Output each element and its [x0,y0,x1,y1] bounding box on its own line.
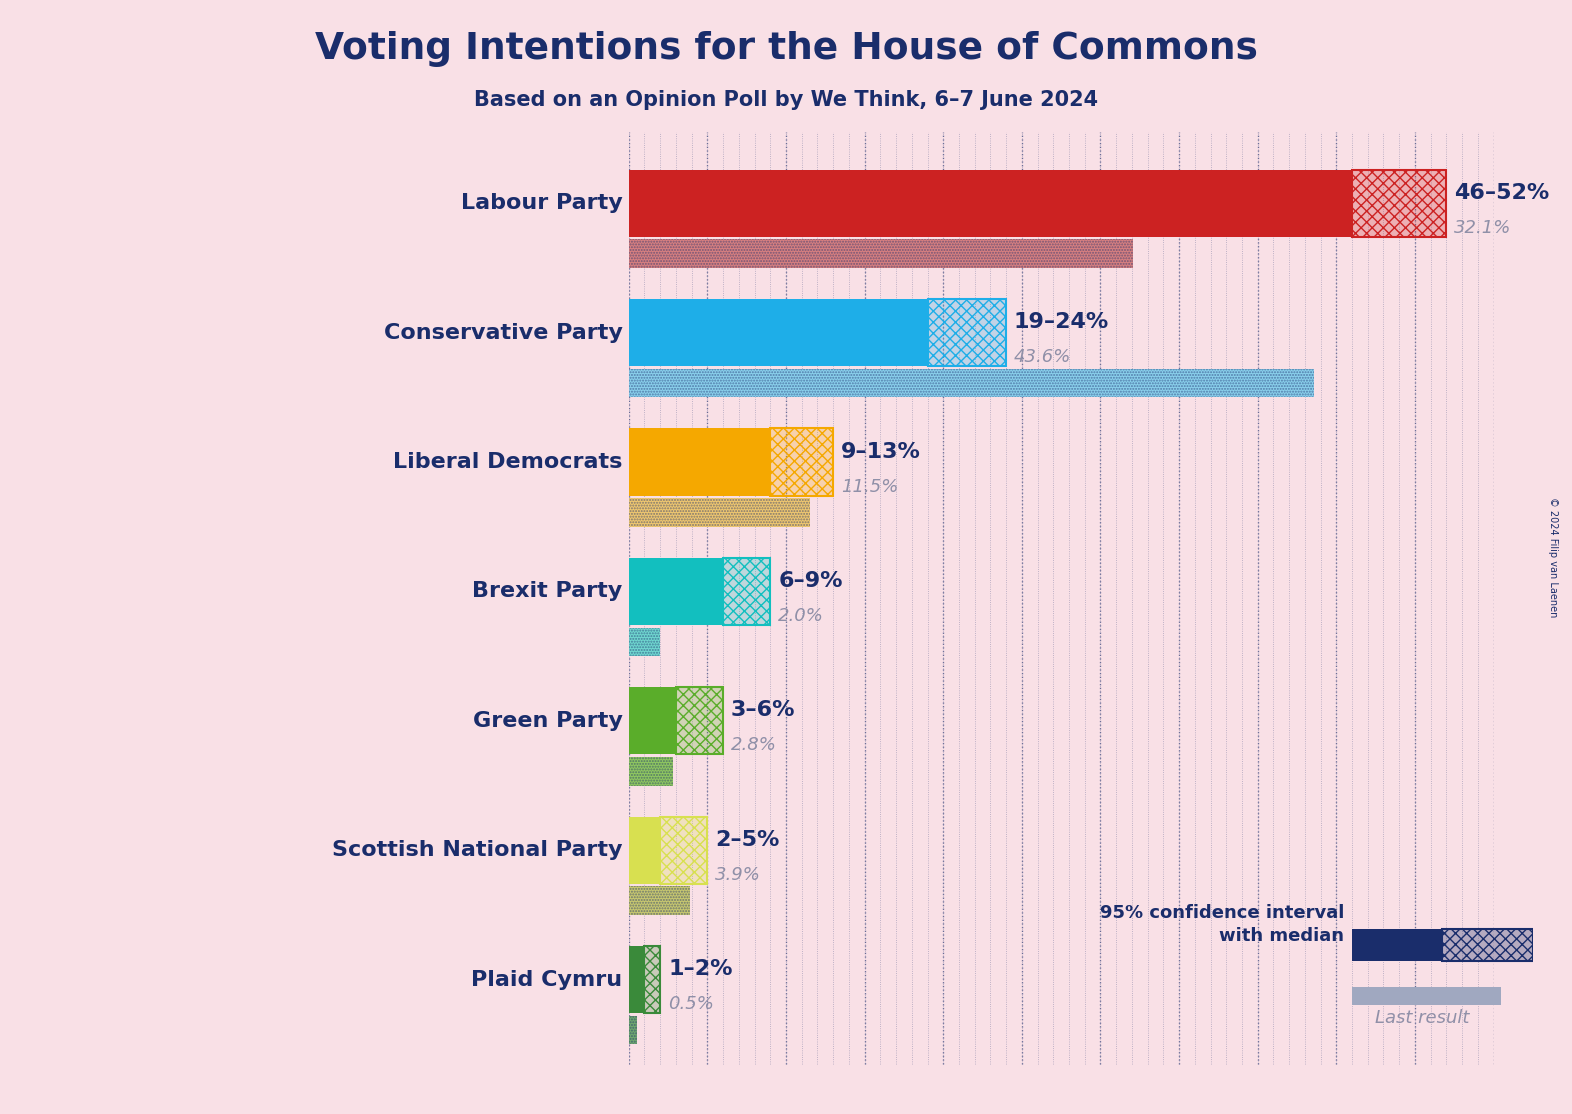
Text: 2–5%: 2–5% [715,830,780,850]
Text: 46–52%: 46–52% [1454,183,1550,203]
Bar [629,946,645,1014]
Bar [770,429,833,496]
Bar [629,240,1133,267]
Bar [629,627,660,656]
Bar [629,627,660,656]
Bar [629,369,1314,398]
Text: Voting Intentions for the House of Commons: Voting Intentions for the House of Commo… [314,31,1258,67]
Text: Plaid Cymru: Plaid Cymru [472,969,623,989]
Bar [723,558,770,625]
Bar [629,369,1314,398]
Text: 32.1%: 32.1% [1454,218,1512,237]
Bar [723,558,770,625]
Bar [660,817,707,883]
Text: Green Party: Green Party [473,711,623,731]
Bar [1352,169,1446,237]
Text: Scottish National Party: Scottish National Party [332,840,623,860]
Bar [629,758,673,785]
Text: 0.5%: 0.5% [668,995,714,1014]
Bar [1443,929,1533,960]
Bar [927,299,1006,367]
Bar [629,758,673,785]
Text: Brexit Party: Brexit Party [472,582,623,602]
Bar [770,429,833,496]
Text: © 2024 Filip van Laenen: © 2024 Filip van Laenen [1548,497,1558,617]
Text: Based on an Opinion Poll by We Think, 6–7 June 2024: Based on an Opinion Poll by We Think, 6–… [473,90,1099,110]
Bar [676,687,723,754]
Bar [629,558,723,625]
Bar [629,887,690,915]
Bar [927,299,1006,367]
Bar [927,299,1006,367]
Text: 1–2%: 1–2% [668,959,733,979]
Text: 11.5%: 11.5% [841,478,899,496]
Bar [629,498,810,527]
Bar [1352,929,1443,960]
Bar [629,429,770,496]
Bar [629,887,690,915]
Bar [1352,169,1446,237]
Text: 43.6%: 43.6% [1014,349,1072,367]
Bar [629,299,927,367]
Text: Conservative Party: Conservative Party [384,323,623,343]
Bar [660,817,707,883]
Bar [645,946,660,1014]
Text: Liberal Democrats: Liberal Democrats [393,452,623,472]
Text: 2.0%: 2.0% [778,607,824,625]
Text: 3.9%: 3.9% [715,866,761,883]
Bar [629,498,810,527]
Bar [723,558,770,625]
Bar [629,1016,637,1044]
Bar [1443,929,1533,960]
Bar [1352,169,1446,237]
Text: Last result: Last result [1376,1009,1470,1027]
Text: 2.8%: 2.8% [731,736,777,754]
Bar [660,817,707,883]
Bar [1352,987,1501,1005]
Text: 6–9%: 6–9% [778,571,843,592]
Bar [629,687,676,754]
Bar [770,429,833,496]
Text: 19–24%: 19–24% [1014,312,1110,332]
Bar [629,817,660,883]
Bar [629,1016,637,1044]
Bar [629,169,1352,237]
Text: 9–13%: 9–13% [841,441,921,461]
Bar [645,946,660,1014]
Bar [676,687,723,754]
Text: 95% confidence interval
with median: 95% confidence interval with median [1100,903,1344,946]
Text: Labour Party: Labour Party [461,193,623,213]
Bar [676,687,723,754]
Text: 3–6%: 3–6% [731,701,795,721]
Bar [645,946,660,1014]
Bar [629,240,1133,267]
Bar [1443,929,1533,960]
